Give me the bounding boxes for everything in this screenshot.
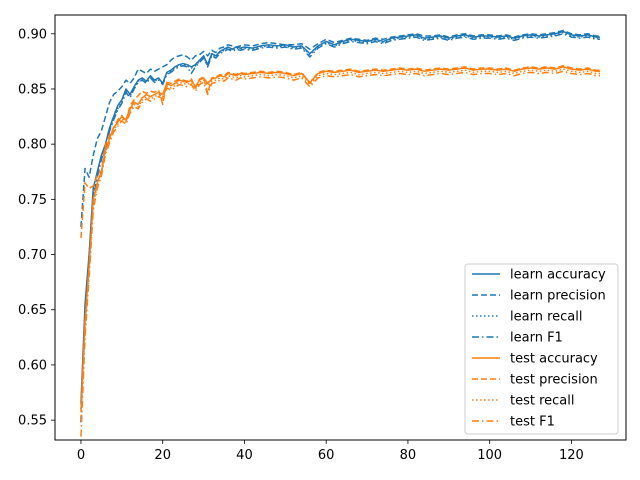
y-tick-label: 0.65 xyxy=(18,303,47,318)
legend-label: test accuracy xyxy=(510,352,598,367)
series-line-test-recall xyxy=(80,68,601,421)
series-line-learn-F1 xyxy=(80,33,601,423)
y-tick-label: 0.75 xyxy=(18,193,47,208)
legend: learn accuracy learn precision learn recal… xyxy=(464,263,619,435)
legend-box xyxy=(464,263,619,435)
legend-label: learn accuracy xyxy=(510,268,606,283)
series-line-test-accuracy xyxy=(80,66,601,412)
legend-label: test recall xyxy=(510,394,575,409)
legend-label: learn F1 xyxy=(510,331,563,346)
series-layer xyxy=(80,29,601,437)
y-tick-label: 0.70 xyxy=(18,248,47,263)
legend-label: learn precision xyxy=(510,289,606,304)
x-tick-label: 120 xyxy=(559,448,584,463)
x-tick-label: 80 xyxy=(400,448,417,463)
y-axis: 0.55 0.60 0.65 0.70 0.75 0.80 0.85 0.90 xyxy=(18,27,55,429)
series-line-learn-recall xyxy=(80,31,601,410)
series-line-test-precision xyxy=(80,65,601,239)
legend-items: learn accuracy learn precision learn recal… xyxy=(472,268,606,430)
y-tick-label: 0.85 xyxy=(18,82,47,97)
y-tick-label: 0.90 xyxy=(18,27,47,42)
x-axis: 0 20 40 60 80 100 120 xyxy=(77,440,584,463)
x-tick-label: 40 xyxy=(236,448,253,463)
series-line-test-F1 xyxy=(80,70,601,437)
series-line-learn-precision xyxy=(80,29,601,228)
y-tick-label: 0.80 xyxy=(18,138,47,153)
series-line-learn-accuracy xyxy=(80,30,601,404)
plot-frame xyxy=(54,14,627,441)
x-tick-label: 20 xyxy=(154,448,171,463)
x-tick-label: 60 xyxy=(318,448,335,463)
y-tick-label: 0.60 xyxy=(18,358,47,373)
x-tick-label: 0 xyxy=(77,448,85,463)
y-tick-label: 0.55 xyxy=(18,414,47,429)
x-tick-label: 100 xyxy=(477,448,502,463)
legend-label: test precision xyxy=(510,373,598,388)
legend-label: learn recall xyxy=(510,310,582,325)
legend-label: test F1 xyxy=(510,415,555,430)
